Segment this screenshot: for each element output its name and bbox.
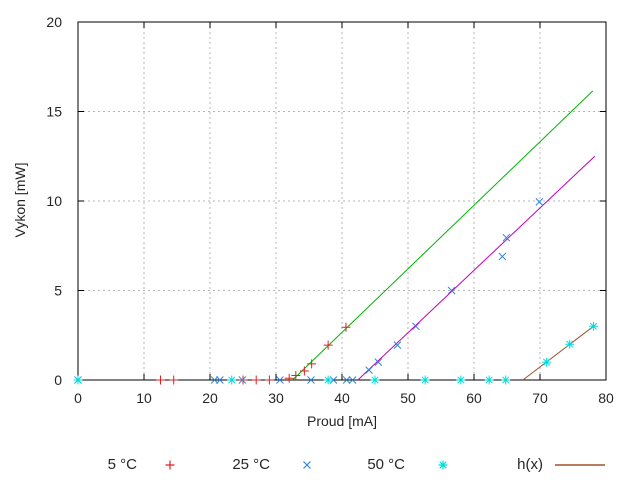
plus-marker <box>169 375 179 385</box>
y-tick-label: 10 <box>46 193 62 209</box>
line-fit-5C <box>292 90 594 381</box>
legend-marker-swatch <box>303 461 311 469</box>
x-tick-label: 50 <box>400 390 416 406</box>
line-marker-icon <box>555 464 605 466</box>
plus-marker <box>341 322 351 332</box>
x-tick-label: 30 <box>268 390 284 406</box>
line-h-x <box>522 325 594 381</box>
plot-border <box>77 21 607 381</box>
plus-marker <box>251 375 261 385</box>
cross-marker <box>393 341 402 349</box>
x-tick-label: 80 <box>598 390 614 406</box>
plus-marker <box>284 373 294 383</box>
cross-marker <box>447 286 456 295</box>
cross-marker <box>374 358 383 366</box>
asterisk-marker <box>227 375 237 385</box>
asterisk-marker <box>370 375 380 385</box>
asterisk-marker <box>323 375 333 385</box>
y-tick-label: 15 <box>46 104 62 120</box>
cross-marker <box>216 376 224 384</box>
plus-marker <box>323 340 333 350</box>
x-tick-label: 60 <box>466 390 482 406</box>
x-axis-label: Proud [mA] <box>306 413 378 429</box>
asterisk-marker <box>588 321 598 331</box>
cross-marker <box>307 376 315 384</box>
cross-marker <box>498 252 507 261</box>
cross-marker <box>502 233 511 242</box>
y-axis-label: Vykon [mW] <box>12 162 28 238</box>
plus-marker <box>291 371 301 381</box>
plus-marker <box>307 359 317 369</box>
y-tick-label: 0 <box>54 372 62 388</box>
legend-label-hx: h(x) <box>517 456 543 473</box>
y-tick-label: 20 <box>46 14 62 30</box>
cross-marker <box>365 366 373 375</box>
asterisk-marker <box>73 375 83 385</box>
cross-marker <box>238 376 247 384</box>
x-tick-label: 20 <box>202 390 218 406</box>
asterisk-marker <box>456 375 466 385</box>
cross-marker <box>348 376 357 384</box>
x-tick-label: 70 <box>532 390 548 406</box>
asterisk-marker-icon <box>438 460 448 470</box>
x-tick-label: 10 <box>136 390 152 406</box>
legend: 5 °C 25 °C 50 °C h(x) <box>0 448 640 480</box>
asterisk-marker <box>420 375 430 385</box>
plus-marker <box>299 366 309 376</box>
legend-label-5c: 5 °C <box>107 456 137 473</box>
plus-marker <box>156 375 165 385</box>
legend-label-50c: 50 °C <box>367 456 405 473</box>
cross-marker <box>535 198 544 206</box>
asterisk-marker <box>565 339 575 349</box>
x-tick-label: 40 <box>334 390 350 406</box>
cross-marker <box>276 376 284 384</box>
legend-marker-swatch <box>438 460 448 470</box>
cross-marker <box>342 376 351 384</box>
asterisk-marker <box>542 357 552 367</box>
asterisk-marker <box>501 375 511 385</box>
cross-marker-icon <box>303 461 311 469</box>
plus-marker-icon <box>165 460 175 470</box>
x-tick-label: 0 <box>74 390 82 406</box>
asterisk-marker <box>484 375 494 385</box>
legend-label-25c: 25 °C <box>232 456 270 473</box>
legend-marker-swatch <box>165 460 175 470</box>
y-tick-label: 5 <box>54 283 62 299</box>
cross-marker <box>412 322 420 331</box>
line-fit-25C <box>357 155 596 381</box>
plus-marker <box>264 375 274 385</box>
